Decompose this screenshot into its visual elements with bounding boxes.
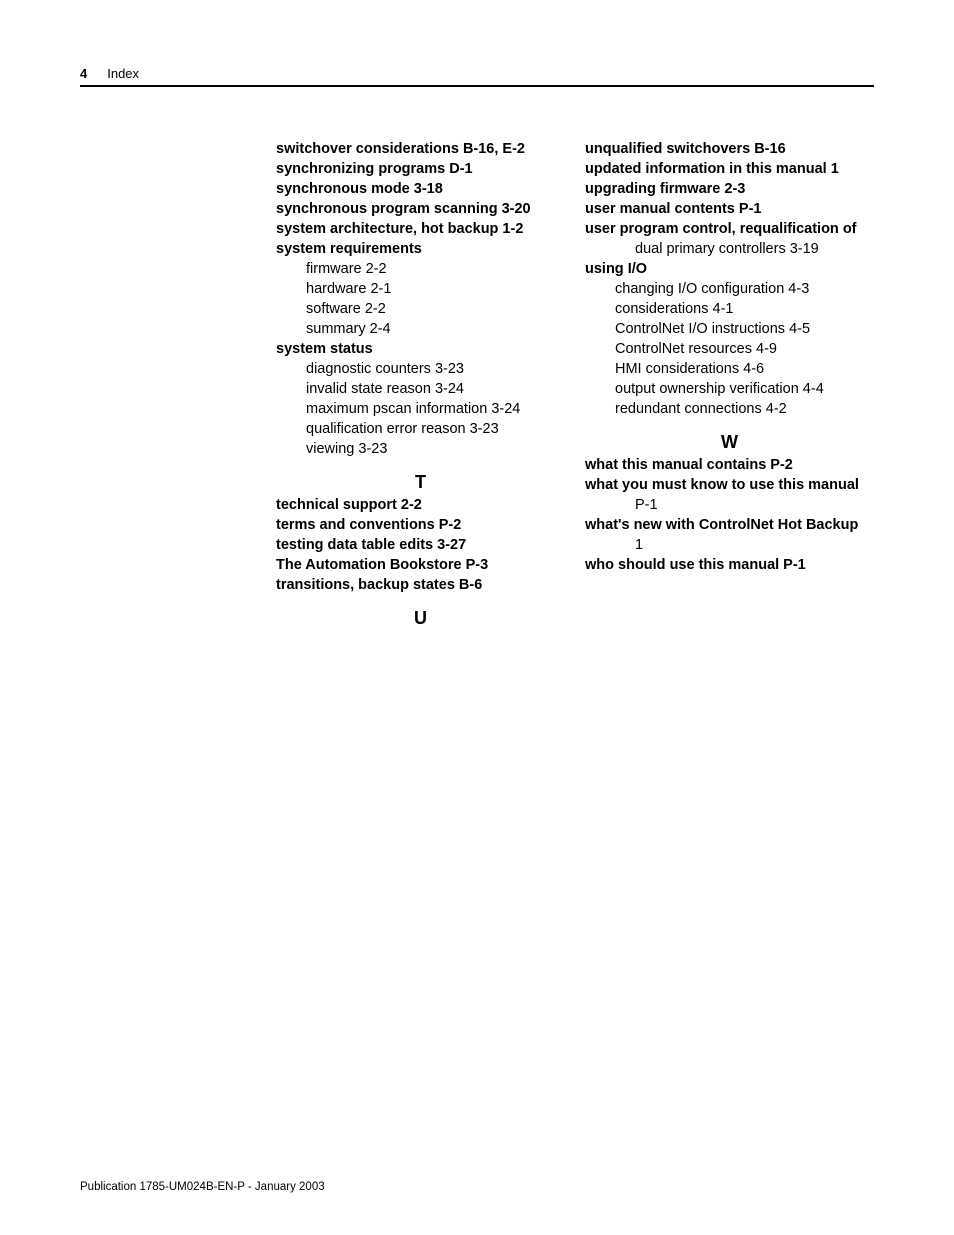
index-entry: software 2-2 [276,299,565,319]
index-entry: 1 [585,535,874,555]
index-entry: switchover considerations B-16, E-2 [276,139,565,159]
index-entry: what's new with ControlNet Hot Backup [585,515,874,535]
index-entry: ControlNet I/O instructions 4-5 [585,319,874,339]
index-letter-heading: W [585,432,874,452]
index-entry: system status [276,339,565,359]
index-entry: dual primary controllers 3-19 [585,239,874,259]
publication-footer: Publication 1785-UM024B-EN-P - January 2… [80,1181,325,1193]
index-entry: hardware 2-1 [276,279,565,299]
index-entry: who should use this manual P-1 [585,555,874,575]
index-entry: user manual contents P-1 [585,199,874,219]
index-entry: HMI considerations 4-6 [585,359,874,379]
index-entry: what this manual contains P-2 [585,455,874,475]
index-entry: using I/O [585,259,874,279]
index-entry: summary 2-4 [276,319,565,339]
index-entry: ControlNet resources 4-9 [585,339,874,359]
index-entry: user program control, requalification of [585,219,874,239]
index-entry: transitions, backup states B-6 [276,575,565,595]
header-title: Index [107,66,139,81]
index-entry: synchronizing programs D-1 [276,159,565,179]
index-entry: The Automation Bookstore P-3 [276,555,565,575]
index-entry: viewing 3-23 [276,439,565,459]
index-entry: upgrading firmware 2-3 [585,179,874,199]
index-column-right: unqualified switchovers B-16updated info… [585,139,874,631]
index-entry: redundant connections 4-2 [585,399,874,419]
index-entry: testing data table edits 3-27 [276,535,565,555]
index-entry: synchronous mode 3-18 [276,179,565,199]
index-entry: output ownership verification 4-4 [585,379,874,399]
index-columns: switchover considerations B-16, E-2synch… [276,139,874,631]
index-entry: updated information in this manual 1 [585,159,874,179]
page-header: 4 Index [80,66,874,87]
index-entry: what you must know to use this manual [585,475,874,495]
index-entry: maximum pscan information 3-24 [276,399,565,419]
index-entry: unqualified switchovers B-16 [585,139,874,159]
index-entry: technical support 2-2 [276,495,565,515]
index-entry: terms and conventions P-2 [276,515,565,535]
index-entry: invalid state reason 3-24 [276,379,565,399]
index-entry: synchronous program scanning 3-20 [276,199,565,219]
index-entry: system requirements [276,239,565,259]
index-entry: considerations 4-1 [585,299,874,319]
index-entry: diagnostic counters 3-23 [276,359,565,379]
page-container: 4 Index switchover considerations B-16, … [0,0,954,1235]
index-letter-heading: T [276,472,565,492]
index-entry: firmware 2-2 [276,259,565,279]
page-number: 4 [80,66,87,81]
index-entry: changing I/O configuration 4-3 [585,279,874,299]
index-column-left: switchover considerations B-16, E-2synch… [276,139,565,631]
index-letter-heading: U [276,608,565,628]
index-entry: qualification error reason 3-23 [276,419,565,439]
index-entry: system architecture, hot backup 1-2 [276,219,565,239]
index-entry: P-1 [585,495,874,515]
